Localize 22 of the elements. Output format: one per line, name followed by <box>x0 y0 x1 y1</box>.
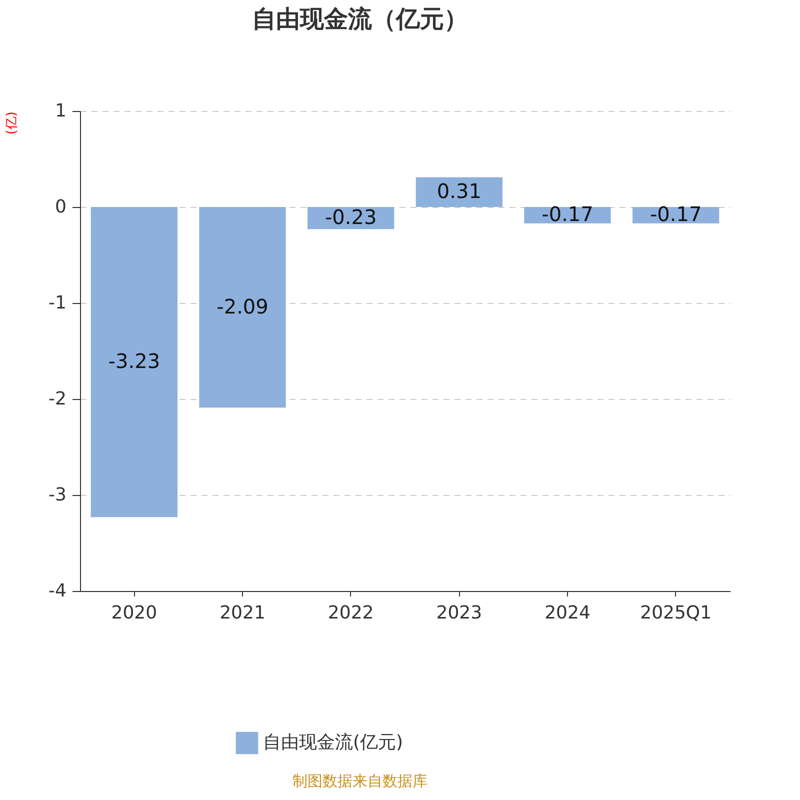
x-tick-label: 2025Q1 <box>640 602 712 624</box>
y-axis-title: (亿) <box>4 112 20 135</box>
legend-label: 自由现金流(亿元) <box>263 732 404 753</box>
y-tick-label: -4 <box>48 580 66 602</box>
x-tick-label: 2020 <box>111 602 158 624</box>
x-tick-label: 2021 <box>220 602 266 624</box>
x-tick-label: 2023 <box>436 602 482 624</box>
x-tick-label: 2024 <box>544 602 590 624</box>
data-label: -0.23 <box>324 205 377 230</box>
y-tick-label: -2 <box>48 388 66 410</box>
text: 制图数据来自数据库 <box>292 772 428 790</box>
data-label: -0.17 <box>650 202 702 226</box>
y-tick-label: -1 <box>48 292 66 314</box>
data-label: 0.31 <box>436 179 482 204</box>
data-label: -2.09 <box>216 294 268 318</box>
data-label: -3.23 <box>108 349 160 374</box>
y-tick-label: -3 <box>48 484 66 506</box>
chart-title: 自由现金流（亿元） <box>252 5 468 33</box>
x-tick-label: 2022 <box>328 602 374 624</box>
y-tick-label: 0 <box>55 196 66 218</box>
data-label: -0.17 <box>542 202 594 226</box>
y-tick-label: 1 <box>55 100 66 122</box>
